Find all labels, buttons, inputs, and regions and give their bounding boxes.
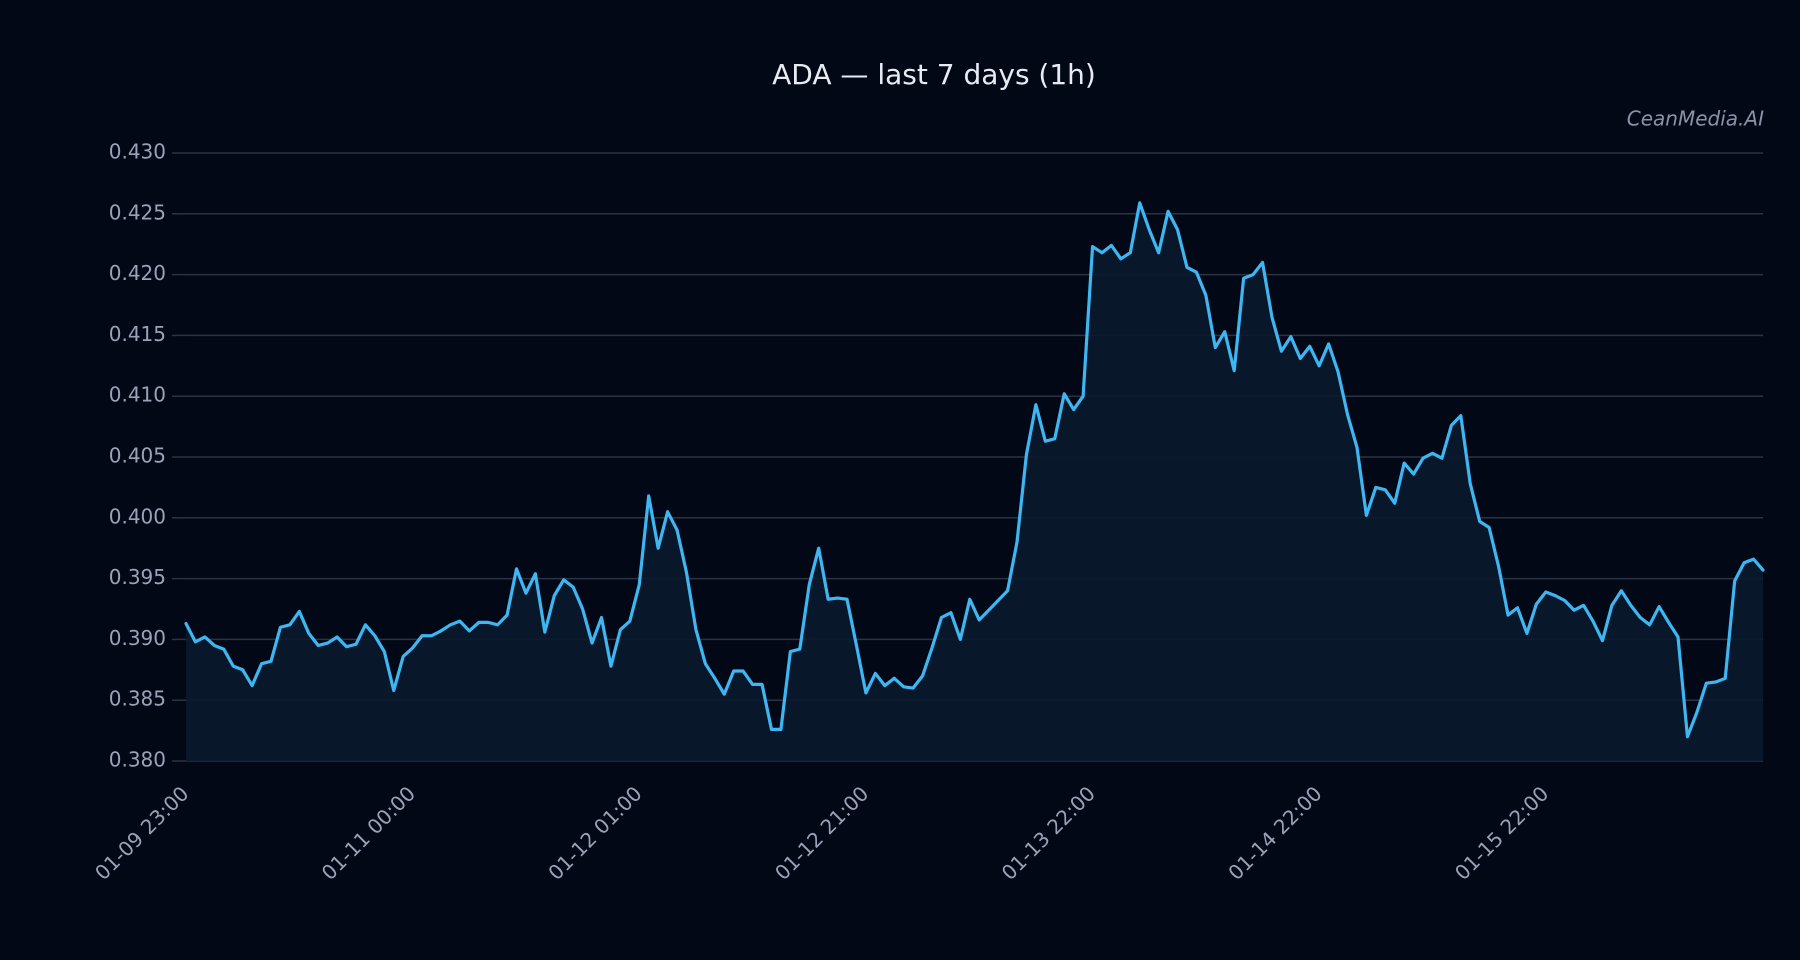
watermark: CeanMedia.AI bbox=[1627, 107, 1764, 131]
y-tick-label: 0.410 bbox=[109, 383, 166, 407]
y-tick-label: 0.405 bbox=[109, 444, 166, 468]
y-tick-label: 0.425 bbox=[109, 200, 166, 224]
y-tick-label: 0.380 bbox=[109, 748, 166, 772]
y-tick-label: 0.400 bbox=[109, 504, 166, 528]
x-tick-label: 01-12 01:00 bbox=[543, 781, 646, 884]
x-tick-label: 01-13 22:00 bbox=[997, 781, 1100, 884]
price-line bbox=[184, 201, 1765, 739]
y-tick-label: 0.385 bbox=[109, 687, 166, 711]
x-tick-label: 01-11 00:00 bbox=[317, 781, 420, 884]
chart-title: ADA — last 7 days (1h) bbox=[772, 58, 1096, 91]
y-tick-label: 0.420 bbox=[109, 261, 166, 285]
y-tick-label: 0.430 bbox=[109, 140, 166, 164]
y-tick-label: 0.415 bbox=[109, 322, 166, 346]
x-tick-label: 01-09 23:00 bbox=[90, 781, 193, 884]
y-tick-label: 0.390 bbox=[109, 626, 166, 650]
x-tick-label: 01-12 21:00 bbox=[770, 781, 873, 884]
area bbox=[186, 202, 1763, 762]
y-tick-label: 0.395 bbox=[109, 565, 166, 589]
x-tick-label: 01-14 22:00 bbox=[1223, 781, 1326, 884]
x-tick-label: 01-15 22:00 bbox=[1450, 781, 1553, 884]
